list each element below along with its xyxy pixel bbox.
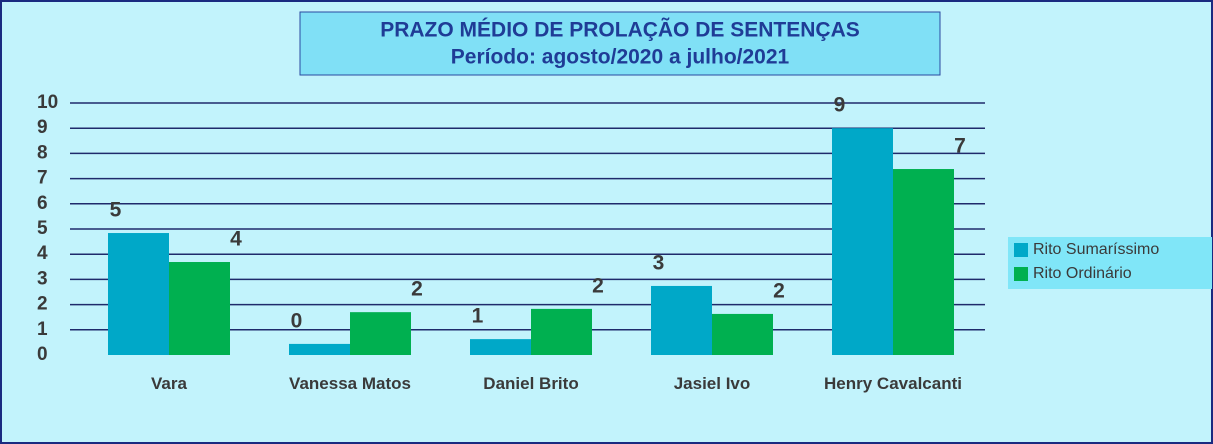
y-tick-label: 3 (37, 268, 48, 289)
y-tick-label: 9 (37, 117, 48, 138)
bar (651, 285, 712, 355)
data-label: 9 (834, 94, 846, 117)
title-box (299, 11, 941, 76)
y-tick-label: 2 (37, 294, 48, 315)
x-tick-label: Daniel Brito (483, 374, 579, 393)
bar (832, 128, 893, 355)
data-label: 5 (110, 199, 122, 222)
data-label: 2 (773, 279, 785, 302)
y-tick-label: 7 (37, 168, 48, 189)
data-label: 0 (291, 309, 303, 332)
y-tick-label: 5 (37, 218, 48, 239)
bar (531, 308, 592, 355)
x-tick-label: Henry Cavalcanti (824, 374, 962, 393)
bar (712, 313, 773, 355)
x-tick-label: Jasiel Ivo (673, 374, 751, 393)
data-label: 2 (592, 274, 604, 297)
bar (108, 233, 169, 355)
chart-subtitle: Período: agosto/2020 a julho/2021 (451, 46, 790, 69)
data-label: 1 (472, 305, 484, 328)
data-label: 3 (653, 251, 665, 274)
data-label: 2 (411, 278, 423, 301)
bar (289, 343, 350, 355)
legend-label: Rito Ordinário (1033, 265, 1132, 282)
y-tick-label: 4 (37, 243, 48, 264)
legend-label: Rito Sumaríssimo (1033, 241, 1159, 258)
x-tick-label: Vanessa Matos (289, 374, 411, 393)
y-tick-label: 10 (37, 92, 58, 113)
y-tick-label: 6 (37, 193, 48, 214)
y-tick-label: 8 (37, 142, 48, 163)
bar (893, 169, 954, 355)
bar (350, 312, 411, 355)
data-label: 7 (954, 135, 966, 158)
data-label: 4 (230, 228, 242, 251)
chart-title: PRAZO MÉDIO DE PROLAÇÃO DE SENTENÇAS (380, 19, 860, 42)
legend-swatch (1014, 243, 1028, 257)
bar (470, 339, 531, 355)
y-tick-label: 0 (37, 344, 48, 365)
x-tick-label: Vara (151, 374, 187, 393)
bar (169, 262, 230, 355)
y-tick-label: 1 (37, 319, 48, 340)
legend-box (1008, 237, 1212, 289)
legend-swatch (1014, 267, 1028, 281)
